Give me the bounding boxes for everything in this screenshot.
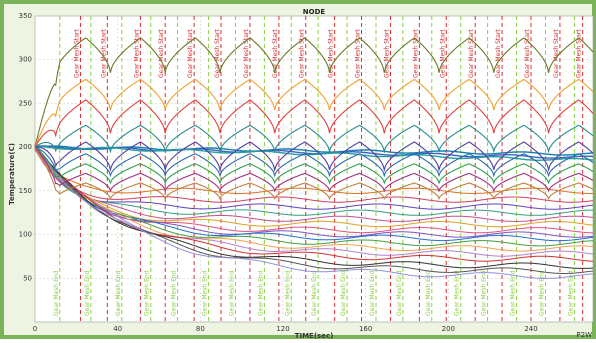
x-tick-label: 0 (33, 325, 37, 333)
end-marker-label: Gear Mesh End (257, 270, 264, 316)
start-marker-label: Gear Mesh Start (187, 29, 194, 78)
series-line-decay (34, 144, 594, 210)
start-marker-label: Gear Mesh Start (576, 29, 583, 78)
start-marker-label: Gear Mesh Start (158, 29, 165, 78)
series-line-decay (34, 149, 594, 228)
series-line-cycling (34, 99, 594, 148)
series-line-decay (34, 145, 593, 279)
series-line-decay (34, 145, 594, 269)
start-marker-label: Gear Mesh Start (272, 29, 279, 78)
start-marker-label: Gear Mesh Start (133, 29, 140, 78)
temperature-chart: Gear Mesh End Gear Mesh End Gear Mesh End G… (8, 8, 594, 340)
start-marker-label: Gear Mesh Start (524, 29, 531, 78)
end-marker-label: Gear Mesh End (567, 270, 574, 316)
end-marker-label: Gear Mesh End (144, 270, 151, 316)
series-line-cycling (34, 124, 594, 154)
start-marker-label: Gear Mesh Start (383, 29, 390, 78)
start-marker-label: Gear Mesh Start (468, 29, 475, 78)
end-marker-label: Gear Mesh End (369, 270, 376, 316)
y-tick-label: 300 (19, 56, 32, 64)
series-group (34, 37, 594, 279)
start-marker-label: Gear Mesh Start (100, 29, 107, 78)
end-marker-label: Gear Mesh End (510, 270, 517, 316)
x-tick-label: 40 (113, 325, 122, 333)
y-axis-ticks: 50 100 150 200 250 300 350 (19, 12, 32, 282)
start-marker-label: Gear Mesh Start (328, 29, 335, 78)
start-marker-label: Gear Mesh Start (355, 29, 362, 78)
series-line-decay (34, 144, 594, 203)
series-line-decay (34, 144, 594, 274)
end-marker-label: Gear Mesh End (340, 270, 347, 316)
x-axis-ticks: 0 40 80 120 160 200 240 (33, 325, 538, 333)
series-line-decay (34, 145, 593, 247)
y-tick-label: 250 (19, 99, 32, 107)
start-marker-label: Gear Mesh Start (214, 29, 221, 78)
series-line-flat (35, 145, 594, 159)
end-marker-label: Gear Mesh End (396, 270, 403, 316)
end-marker-label: Gear Mesh End (454, 270, 461, 316)
start-marker-label: Gear Mesh Start (73, 29, 80, 78)
series-line-decay (34, 149, 594, 257)
series-line-cycling (34, 146, 594, 185)
start-marker-label: Gear Mesh Start (412, 29, 419, 78)
end-marker-label: Gear Mesh End (84, 270, 91, 316)
x-tick-label: 240 (524, 325, 537, 333)
start-marker-label: Gear Mesh Start (243, 29, 250, 78)
start-marker-label: Gear Mesh Start (439, 29, 446, 78)
series-line-cycling (34, 37, 594, 148)
corner-label: P2W (576, 331, 592, 339)
end-marker-label: Gear Mesh End (284, 270, 291, 316)
end-marker-label: Gear Mesh End (53, 270, 60, 316)
end-marker-label: Gear Mesh End (481, 270, 488, 316)
end-marker-label: Gear Mesh End (538, 270, 545, 316)
chart-title: NODE (303, 8, 326, 16)
series-line-cycling (34, 146, 594, 193)
y-tick-label: 200 (19, 143, 32, 151)
y-tick-label: 150 (19, 187, 32, 195)
series-line-cycling (34, 146, 594, 178)
end-marker-label: Gear Mesh End (425, 270, 432, 316)
end-marker-label: Gear Mesh End (311, 270, 318, 316)
series-line-decay (34, 148, 594, 252)
y-tick-label: 100 (19, 231, 32, 239)
y-tick-label: 50 (23, 274, 32, 282)
start-marker-label: Gear Mesh Start (553, 29, 560, 78)
series-line-cycling (34, 146, 594, 201)
x-tick-label: 80 (196, 325, 205, 333)
end-marker-label: Gear Mesh End (202, 270, 209, 316)
end-marker-label: Gear Mesh End (171, 270, 178, 316)
series-line-decay (34, 148, 594, 222)
start-marker-label: Gear Mesh Start (299, 29, 306, 78)
series-line-cycling (35, 141, 594, 173)
y-tick-label: 350 (19, 12, 32, 20)
x-tick-label: 200 (442, 325, 455, 333)
series-line-cycling (34, 78, 594, 148)
x-tick-label: 120 (276, 325, 289, 333)
start-marker-label: Gear Mesh Start (495, 29, 502, 78)
end-marker-label: Gear Mesh End (228, 270, 235, 316)
y-axis-label: Temperature(C) (8, 143, 16, 205)
series-line-decay (34, 146, 593, 216)
x-axis-label: TIME(sec) (295, 332, 334, 340)
end-marker-label: Gear Mesh End (115, 270, 122, 316)
series-line-decay (34, 146, 594, 194)
x-tick-label: 160 (359, 325, 372, 333)
